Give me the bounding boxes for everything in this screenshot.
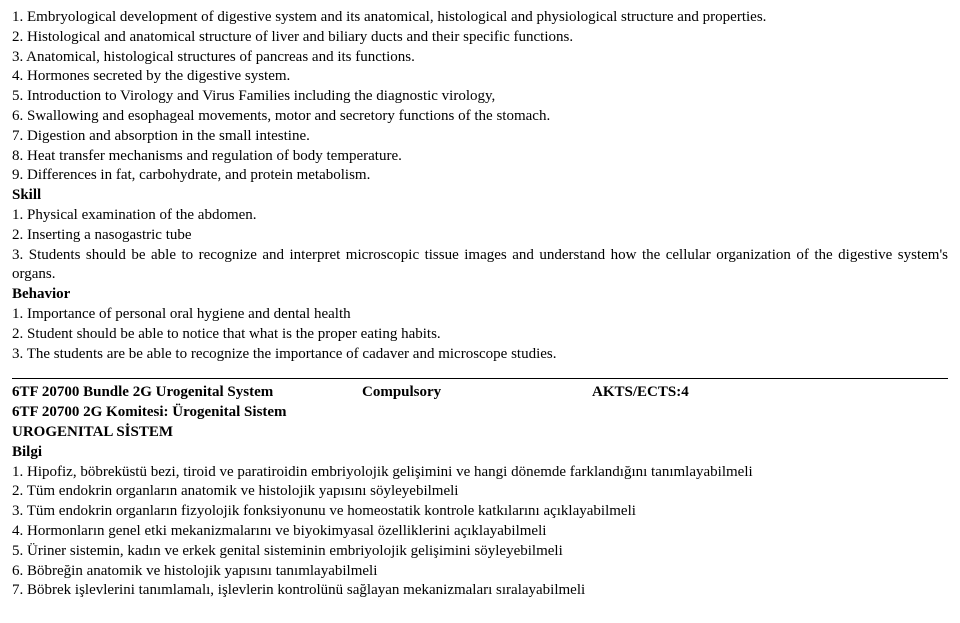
list-item: 8. Heat transfer mechanisms and regulati… [12, 147, 948, 167]
course-caps-title: UROGENITAL SİSTEM [12, 423, 948, 443]
bilgi-heading: Bilgi [12, 443, 948, 463]
list-item: 1. Hipofiz, böbreküstü bezi, tiroid ve p… [12, 463, 948, 483]
course-subtitle: 6TF 20700 2G Komitesi: Ürogenital Sistem [12, 403, 948, 423]
course-ects: AKTS/ECTS:4 [592, 383, 948, 403]
list-item: 2. Histological and anatomical structure… [12, 28, 948, 48]
skill-heading: Skill [12, 186, 948, 206]
course-header-row: 6TF 20700 Bundle 2G Urogenital System Co… [12, 383, 948, 403]
list-item: 3. Students should be able to recognize … [12, 246, 948, 286]
list-item: 9. Differences in fat, carbohydrate, and… [12, 166, 948, 186]
list-item: 2. Tüm endokrin organların anatomik ve h… [12, 482, 948, 502]
list-item: 6. Böbreğin anatomik ve histolojik yapıs… [12, 562, 948, 582]
list-item: 4. Hormones secreted by the digestive sy… [12, 67, 948, 87]
list-item: 1. Embryological development of digestiv… [12, 8, 948, 28]
list-item: 2. Student should be able to notice that… [12, 325, 948, 345]
list-item: 1. Physical examination of the abdomen. [12, 206, 948, 226]
behavior-heading: Behavior [12, 285, 948, 305]
list-item: 7. Digestion and absorption in the small… [12, 127, 948, 147]
list-item: 5. Üriner sistemin, kadın ve erkek genit… [12, 542, 948, 562]
list-item: 3. Anatomical, histological structures o… [12, 48, 948, 68]
list-item: 5. Introduction to Virology and Virus Fa… [12, 87, 948, 107]
list-item: 3. Tüm endokrin organların fizyolojik fo… [12, 502, 948, 522]
list-item: 2. Inserting a nasogastric tube [12, 226, 948, 246]
course-type: Compulsory [362, 383, 592, 403]
list-item: 6. Swallowing and esophageal movements, … [12, 107, 948, 127]
divider [12, 378, 948, 379]
list-item: 7. Böbrek işlevlerini tanımlamalı, işlev… [12, 581, 948, 601]
list-item: 1. Importance of personal oral hygiene a… [12, 305, 948, 325]
course-code-title: 6TF 20700 Bundle 2G Urogenital System [12, 383, 362, 403]
list-item: 3. The students are be able to recognize… [12, 345, 948, 365]
list-item: 4. Hormonların genel etki mekanizmaların… [12, 522, 948, 542]
